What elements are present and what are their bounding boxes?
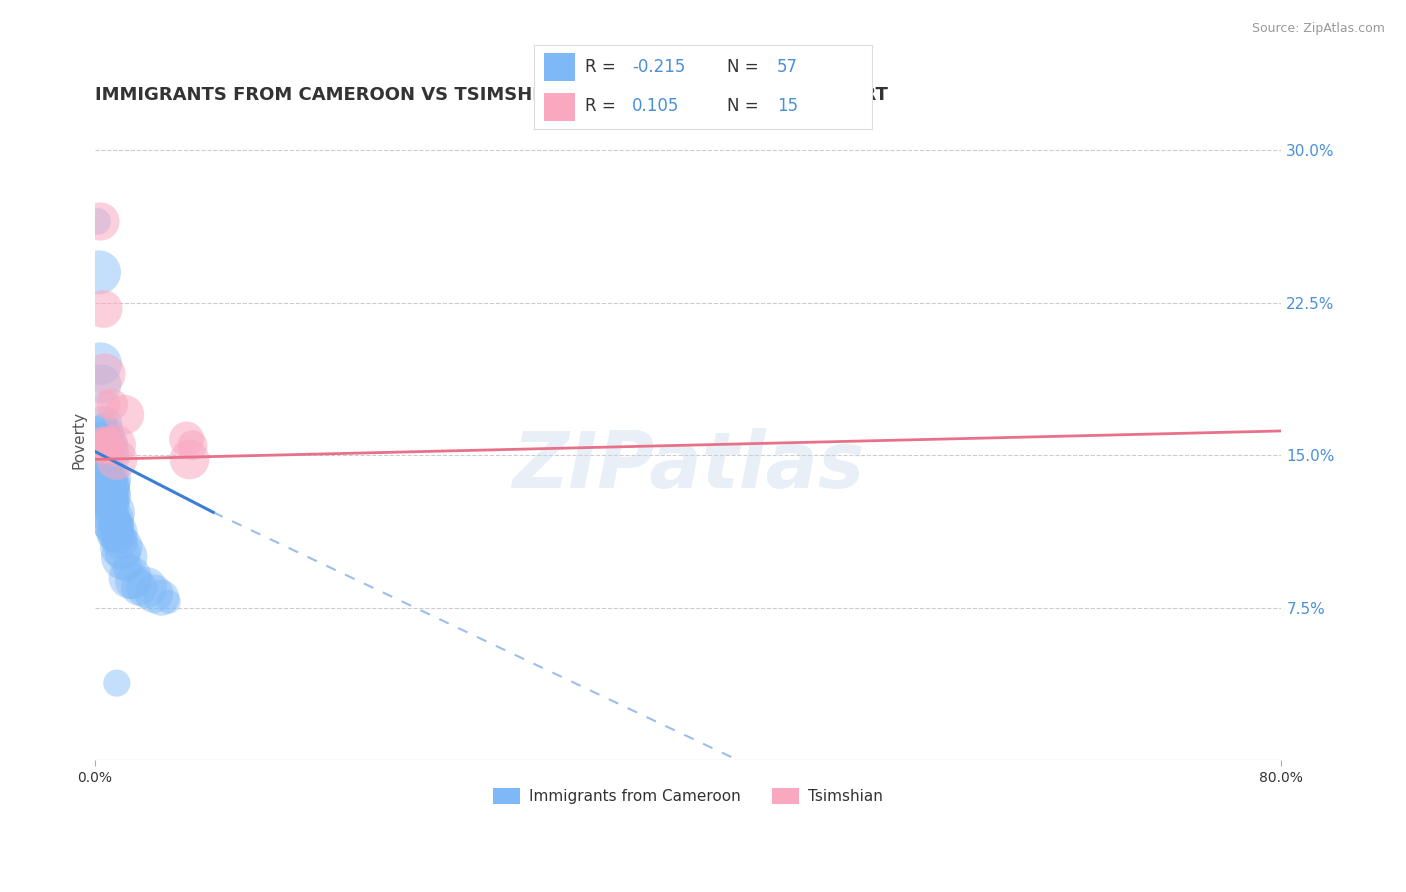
Text: 0.105: 0.105 <box>633 97 679 115</box>
Point <box>97 468 120 483</box>
Point <box>104 513 127 527</box>
Text: IMMIGRANTS FROM CAMEROON VS TSIMSHIAN POVERTY CORRELATION CHART: IMMIGRANTS FROM CAMEROON VS TSIMSHIAN PO… <box>94 87 887 104</box>
Text: R =: R = <box>585 59 621 77</box>
Point <box>107 530 129 544</box>
Point <box>101 397 124 411</box>
Point <box>93 448 115 462</box>
Point <box>104 438 127 452</box>
Point <box>112 549 135 564</box>
Point <box>97 479 120 493</box>
Point <box>94 468 117 483</box>
Point <box>94 438 117 452</box>
Point <box>94 452 117 467</box>
Point <box>94 438 117 452</box>
Point <box>120 570 142 584</box>
Point <box>97 499 120 513</box>
Point <box>93 438 115 452</box>
Point <box>93 417 115 432</box>
Point <box>91 438 114 452</box>
Point <box>110 540 132 554</box>
Point <box>157 595 180 609</box>
Point <box>101 513 124 527</box>
Point <box>101 493 124 508</box>
Point <box>91 468 114 483</box>
Point <box>105 676 128 690</box>
Point <box>115 560 138 574</box>
Point <box>91 428 114 442</box>
Point <box>96 397 118 411</box>
Point <box>94 367 117 381</box>
Point <box>181 438 204 452</box>
Point <box>179 452 201 467</box>
FancyBboxPatch shape <box>544 54 575 81</box>
Point <box>86 214 108 228</box>
Point <box>98 473 121 487</box>
Point <box>111 546 134 560</box>
Point <box>97 438 120 452</box>
Point <box>96 458 118 473</box>
Point <box>128 581 150 595</box>
Point <box>122 574 145 589</box>
Point <box>96 473 118 487</box>
Point <box>91 377 114 392</box>
Text: ZIPatlas: ZIPatlas <box>512 428 865 504</box>
Point <box>93 301 115 316</box>
FancyBboxPatch shape <box>544 93 575 120</box>
Point <box>89 438 111 452</box>
Point <box>105 452 128 467</box>
Legend: Immigrants from Cameroon, Tsimshian: Immigrants from Cameroon, Tsimshian <box>486 782 890 811</box>
Point <box>98 505 121 519</box>
Text: Source: ZipAtlas.com: Source: ZipAtlas.com <box>1251 22 1385 36</box>
Text: R =: R = <box>585 97 626 115</box>
Point <box>103 513 125 527</box>
Point <box>108 533 131 548</box>
Text: -0.215: -0.215 <box>633 59 686 77</box>
Point <box>105 519 128 533</box>
Point <box>94 417 117 432</box>
Point <box>98 493 121 508</box>
Point <box>112 408 135 422</box>
Point <box>98 485 121 500</box>
Point <box>89 214 111 228</box>
Point <box>100 499 122 513</box>
Point <box>94 438 117 452</box>
Point <box>96 448 118 462</box>
Point <box>100 489 122 503</box>
Point <box>98 438 121 452</box>
Point <box>103 519 125 533</box>
Text: N =: N = <box>727 97 763 115</box>
Text: N =: N = <box>727 59 763 77</box>
Point <box>96 479 118 493</box>
Point <box>105 525 128 540</box>
Y-axis label: Poverty: Poverty <box>72 411 86 469</box>
Point <box>176 432 198 446</box>
Point <box>135 581 157 595</box>
Point <box>100 479 122 493</box>
Point <box>142 587 165 601</box>
Point <box>97 489 120 503</box>
Text: 15: 15 <box>778 97 799 115</box>
Point <box>104 525 127 540</box>
Text: 57: 57 <box>778 59 799 77</box>
Point <box>93 428 115 442</box>
Point <box>91 438 114 452</box>
Point <box>101 505 124 519</box>
Point <box>89 357 111 371</box>
Point <box>87 438 110 452</box>
Point <box>98 468 121 483</box>
Point <box>87 265 110 279</box>
Point <box>150 591 173 605</box>
